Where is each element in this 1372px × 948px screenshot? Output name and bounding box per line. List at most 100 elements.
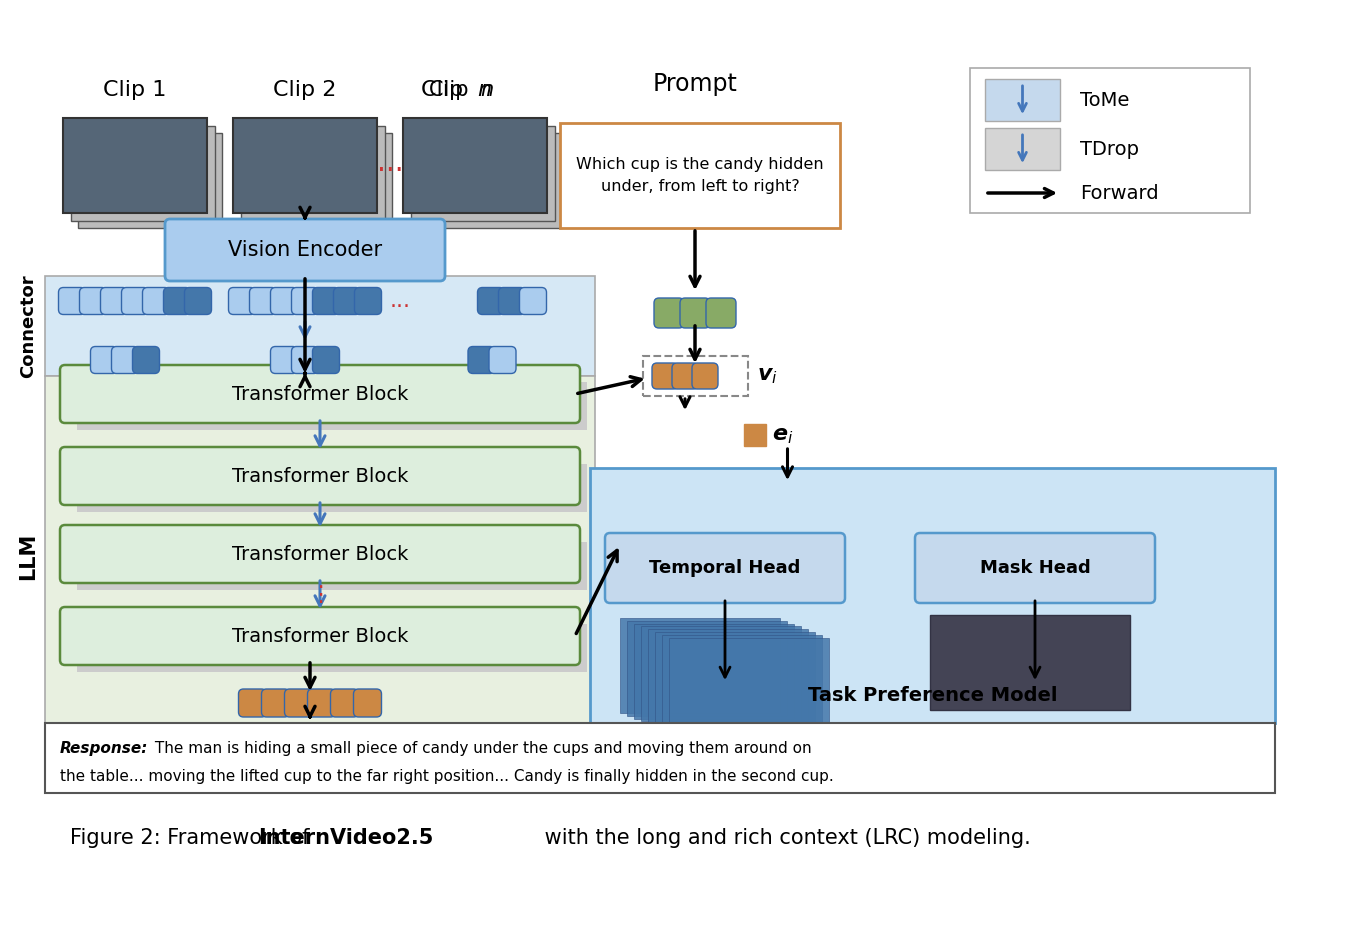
FancyBboxPatch shape (520, 287, 546, 315)
Text: Prompt: Prompt (653, 72, 737, 96)
Bar (985, 128, 1061, 170)
Text: Transformer Block: Transformer Block (232, 466, 409, 485)
Text: Vision Encoder: Vision Encoder (228, 240, 381, 260)
Bar (985, 79, 1061, 121)
FancyBboxPatch shape (250, 287, 277, 315)
FancyBboxPatch shape (672, 363, 698, 389)
FancyBboxPatch shape (163, 287, 191, 315)
Text: Connector: Connector (19, 274, 37, 378)
Bar (45, 723, 1275, 793)
FancyBboxPatch shape (654, 298, 685, 328)
FancyBboxPatch shape (165, 219, 445, 281)
Bar (77, 624, 587, 672)
Bar (77, 542, 587, 590)
FancyBboxPatch shape (915, 533, 1155, 603)
Bar (627, 621, 788, 716)
FancyBboxPatch shape (477, 287, 505, 315)
Bar (642, 356, 748, 396)
Bar (590, 468, 1275, 723)
Text: Response:: Response: (60, 741, 148, 757)
Text: LLM: LLM (18, 533, 38, 579)
Bar (63, 118, 207, 213)
Text: Temporal Head: Temporal Head (649, 559, 801, 577)
Bar (233, 118, 377, 213)
FancyBboxPatch shape (100, 287, 128, 315)
Bar (418, 133, 563, 228)
Text: Clip 1: Clip 1 (103, 80, 166, 100)
Text: TDrop: TDrop (1080, 139, 1139, 158)
Text: Transformer Block: Transformer Block (232, 627, 409, 646)
FancyBboxPatch shape (91, 347, 118, 374)
Bar (248, 133, 392, 228)
FancyBboxPatch shape (354, 689, 381, 717)
FancyBboxPatch shape (691, 363, 718, 389)
Text: $\boldsymbol{e}_i$: $\boldsymbol{e}_i$ (772, 426, 794, 446)
FancyBboxPatch shape (605, 533, 845, 603)
FancyBboxPatch shape (498, 287, 525, 315)
Bar (71, 126, 215, 221)
Bar (77, 382, 587, 430)
FancyBboxPatch shape (239, 689, 266, 717)
FancyBboxPatch shape (270, 347, 298, 374)
Bar (241, 126, 386, 221)
Bar (620, 618, 781, 713)
FancyBboxPatch shape (60, 607, 580, 665)
Text: Mask Head: Mask Head (980, 559, 1091, 577)
FancyBboxPatch shape (284, 689, 313, 717)
FancyBboxPatch shape (262, 689, 289, 717)
FancyBboxPatch shape (60, 525, 580, 583)
FancyBboxPatch shape (652, 363, 678, 389)
FancyBboxPatch shape (122, 287, 148, 315)
FancyBboxPatch shape (80, 287, 107, 315)
FancyBboxPatch shape (333, 287, 361, 315)
Text: Transformer Block: Transformer Block (232, 385, 409, 404)
FancyBboxPatch shape (270, 287, 298, 315)
Text: ...: ... (390, 291, 410, 311)
Text: The man is hiding a small piece of candy under the cups and moving them around o: The man is hiding a small piece of candy… (150, 741, 812, 757)
Text: n: n (480, 80, 494, 100)
Text: Task Preference Model: Task Preference Model (808, 686, 1058, 705)
FancyBboxPatch shape (184, 287, 211, 315)
Bar (403, 118, 547, 213)
Text: InternVideo2.5: InternVideo2.5 (258, 828, 434, 848)
Text: the table... moving the lifted cup to the far right position... Candy is finally: the table... moving the lifted cup to th… (60, 769, 834, 783)
FancyBboxPatch shape (143, 287, 170, 315)
Text: n: n (477, 80, 491, 100)
FancyBboxPatch shape (291, 347, 318, 374)
FancyBboxPatch shape (468, 347, 495, 374)
Text: ⋮: ⋮ (309, 585, 331, 605)
Text: with the long and rich context (LRC) modeling.: with the long and rich context (LRC) mod… (538, 828, 1030, 848)
FancyBboxPatch shape (60, 447, 580, 505)
FancyBboxPatch shape (488, 347, 516, 374)
Text: Forward: Forward (1080, 184, 1158, 203)
Text: Transformer Block: Transformer Block (232, 544, 409, 563)
Bar (970, 68, 1250, 213)
FancyBboxPatch shape (354, 287, 381, 315)
Text: $\boldsymbol{v}_i$: $\boldsymbol{v}_i$ (757, 366, 778, 386)
Bar (634, 624, 794, 719)
FancyBboxPatch shape (60, 365, 580, 423)
FancyBboxPatch shape (111, 347, 139, 374)
FancyBboxPatch shape (133, 347, 159, 374)
Text: Clip: Clip (429, 80, 475, 100)
Bar (412, 126, 556, 221)
Bar (654, 632, 815, 727)
FancyBboxPatch shape (291, 287, 318, 315)
FancyBboxPatch shape (331, 689, 358, 717)
Text: Figure 2: Framework of: Figure 2: Framework of (70, 828, 316, 848)
FancyBboxPatch shape (313, 347, 339, 374)
Bar (560, 123, 840, 228)
FancyBboxPatch shape (681, 298, 709, 328)
Bar (45, 276, 595, 376)
FancyBboxPatch shape (307, 689, 336, 717)
Text: ToMe: ToMe (1080, 90, 1129, 110)
Bar (930, 615, 1131, 710)
FancyBboxPatch shape (707, 298, 735, 328)
Bar (745, 424, 767, 446)
Text: Clip 2: Clip 2 (273, 80, 336, 100)
Text: Clip: Clip (421, 80, 471, 100)
FancyBboxPatch shape (313, 287, 339, 315)
Bar (663, 635, 822, 730)
Bar (45, 376, 595, 736)
FancyBboxPatch shape (59, 287, 85, 315)
